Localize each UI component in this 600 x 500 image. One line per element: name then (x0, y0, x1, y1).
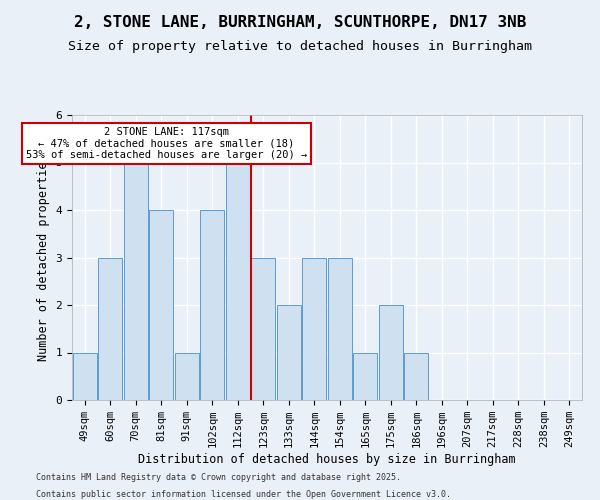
Text: 2, STONE LANE, BURRINGHAM, SCUNTHORPE, DN17 3NB: 2, STONE LANE, BURRINGHAM, SCUNTHORPE, D… (74, 15, 526, 30)
X-axis label: Distribution of detached houses by size in Burringham: Distribution of detached houses by size … (138, 453, 516, 466)
Text: Contains public sector information licensed under the Open Government Licence v3: Contains public sector information licen… (36, 490, 451, 499)
Bar (404, 352, 428, 400)
Text: 2 STONE LANE: 117sqm
← 47% of detached houses are smaller (18)
53% of semi-detac: 2 STONE LANE: 117sqm ← 47% of detached h… (26, 127, 307, 160)
Bar (149, 210, 173, 400)
Bar (277, 305, 301, 400)
Bar (302, 258, 326, 400)
Bar (328, 258, 352, 400)
Text: Size of property relative to detached houses in Burringham: Size of property relative to detached ho… (68, 40, 532, 53)
Bar (98, 258, 122, 400)
Bar (200, 210, 224, 400)
Y-axis label: Number of detached properties: Number of detached properties (37, 154, 50, 361)
Bar (353, 352, 377, 400)
Text: Contains HM Land Registry data © Crown copyright and database right 2025.: Contains HM Land Registry data © Crown c… (36, 472, 401, 482)
Bar (73, 352, 97, 400)
Bar (226, 162, 250, 400)
Bar (175, 352, 199, 400)
Bar (251, 258, 275, 400)
Bar (379, 305, 403, 400)
Bar (124, 162, 148, 400)
